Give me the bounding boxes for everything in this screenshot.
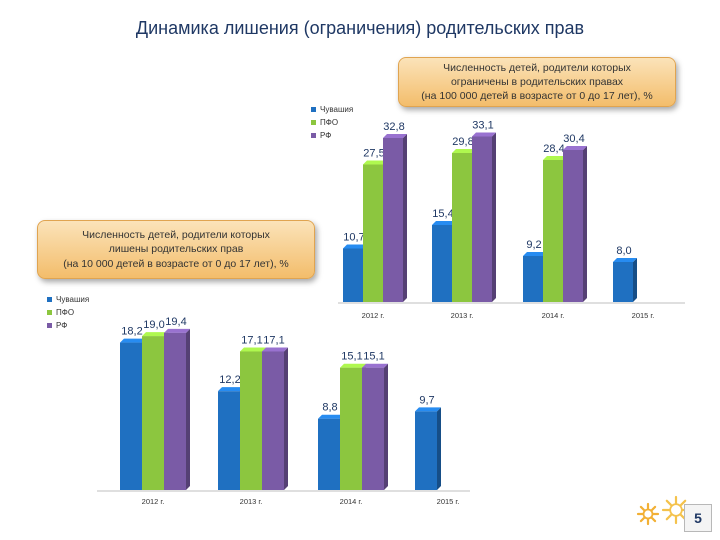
chart-title-restricted-line-1: Численность детей, родители которых xyxy=(443,61,631,74)
legend-label-restricted-1: ПФО xyxy=(320,118,338,127)
legend-swatch-deprived-2 xyxy=(47,323,52,328)
legend-swatch-deprived-1 xyxy=(47,310,52,315)
legend-label-deprived-2: РФ xyxy=(56,321,67,330)
chart-title-restricted-line-2: ограничены в родительских правах xyxy=(450,75,624,88)
data-label-deprived-0-1: 19,0 xyxy=(143,319,164,331)
legend-label-deprived-0: Чувашия xyxy=(56,295,89,304)
bar-restricted-3-0 xyxy=(613,258,637,302)
legend-restricted: Чувашия ПФО РФ xyxy=(311,105,353,140)
data-label-deprived-1-1: 17,1 xyxy=(241,334,262,346)
page-number: 5 xyxy=(684,504,712,532)
chart-title-deprived-line-2: лишены родительских прав xyxy=(108,243,244,256)
chart-title-deprived-line-3: (на 10 000 детей в возрасте от 0 до 17 л… xyxy=(63,257,289,270)
data-label-restricted-0-0: 10,7 xyxy=(343,232,364,244)
tick-label-deprived-0: 2012 г. xyxy=(142,497,165,506)
sun-ornament-icon xyxy=(636,502,660,526)
legend-deprived: Чувашия ПФО РФ xyxy=(47,295,89,330)
tick-label-deprived-2: 2014 г. xyxy=(340,497,363,506)
chart-title-restricted-line-3: (на 100 000 детей в возрасте от 0 до 17 … xyxy=(421,90,653,103)
data-label-deprived-2-1: 15,1 xyxy=(341,351,362,363)
chart-restricted: 10,7 27,5 32,8 2012 г. 15,4 29,8 33,1 2013 г. 9,… xyxy=(311,105,685,320)
data-label-restricted-3-0: 8,0 xyxy=(616,245,631,257)
legend-swatch-restricted-0 xyxy=(311,107,316,112)
data-label-deprived-0-2: 19,4 xyxy=(165,316,186,328)
bar-deprived-2-2 xyxy=(362,363,388,490)
bar-deprived-1-2 xyxy=(262,347,288,490)
legend-label-restricted-0: Чувашия xyxy=(320,105,353,114)
data-label-deprived-2-0: 8,8 xyxy=(322,402,337,414)
data-label-deprived-1-2: 17,1 xyxy=(263,334,284,346)
data-label-restricted-2-2: 30,4 xyxy=(563,133,584,145)
tick-label-deprived-1: 2013 г. xyxy=(240,497,263,506)
tick-label-restricted-3: 2015 г. xyxy=(632,311,655,320)
data-label-restricted-1-2: 33,1 xyxy=(472,120,493,132)
data-label-deprived-0-0: 18,2 xyxy=(121,326,142,338)
legend-label-deprived-1: ПФО xyxy=(56,308,74,317)
data-label-restricted-0-1: 27,5 xyxy=(363,148,384,160)
legend-swatch-restricted-1 xyxy=(311,120,316,125)
bar-deprived-0-2 xyxy=(164,328,190,490)
data-label-restricted-1-0: 15,4 xyxy=(432,208,453,220)
data-label-deprived-3-0: 9,7 xyxy=(419,394,434,406)
legend-swatch-restricted-2 xyxy=(311,133,316,138)
tick-label-restricted-1: 2013 г. xyxy=(451,311,474,320)
chart-deprived: 18,219,0 19,4 2012 г. 12,2 17,1 17,1 2013 г. 8,… xyxy=(47,295,470,506)
bar-restricted-0-2 xyxy=(383,134,407,302)
data-label-deprived-1-0: 12,2 xyxy=(219,374,240,386)
tick-label-restricted-0: 2012 г. xyxy=(362,311,385,320)
data-label-restricted-2-1: 28,4 xyxy=(543,143,564,155)
chart-title-restricted: Численность детей, родители которых огра… xyxy=(398,57,676,107)
legend-label-restricted-2: РФ xyxy=(320,131,331,140)
chart-title-deprived-line-1: Численность детей, родители которых xyxy=(82,229,270,242)
bar-restricted-2-2 xyxy=(563,146,587,302)
data-label-restricted-0-2: 32,8 xyxy=(383,121,404,133)
bar-deprived-3-0 xyxy=(415,407,441,490)
legend-swatch-deprived-0 xyxy=(47,297,52,302)
data-label-restricted-2-0: 9,2 xyxy=(526,239,541,251)
tick-label-deprived-3: 2015 г. xyxy=(437,497,460,506)
bar-restricted-1-2 xyxy=(472,132,496,302)
page-title: Динамика лишения (ограничения) родительс… xyxy=(135,18,585,38)
data-label-restricted-1-1: 29,8 xyxy=(452,136,473,148)
chart-title-deprived: Численность детей, родители которых лише… xyxy=(37,220,315,279)
data-label-deprived-2-2: 15,1 xyxy=(363,351,384,363)
tick-label-restricted-2: 2014 г. xyxy=(542,311,565,320)
